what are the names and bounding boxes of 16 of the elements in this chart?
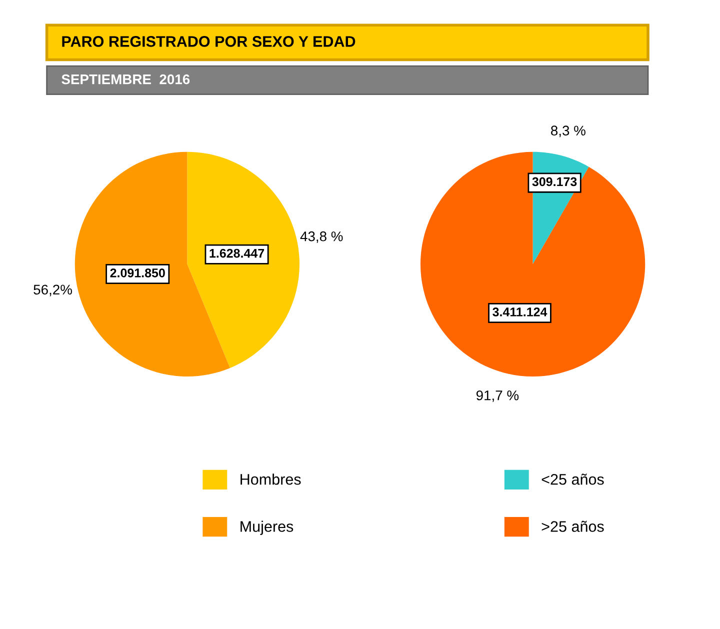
data-label: 3.411.124	[492, 308, 548, 316]
text: 56,2%	[34, 284, 72, 296]
pie-slice	[420, 152, 646, 376]
legend-label: Mujeres	[240, 520, 294, 535]
legend-label: <25 años	[542, 474, 604, 485]
chart-subtitle: SEPTIEMBRE 2016	[62, 74, 190, 84]
chart-title: PARO REGISTRADO POR SEXO Y EDAD	[62, 36, 356, 47]
data-label: 1.628.447	[210, 248, 264, 258]
legend-label: Hombres	[240, 474, 301, 485]
data-label: 309.173	[532, 177, 577, 186]
text: 91,7 %	[476, 390, 519, 402]
data-label: 2.091.850	[110, 268, 165, 278]
pie-slice	[187, 152, 300, 368]
legend-label: >25 años	[542, 520, 604, 532]
text: 8,3 %	[551, 126, 586, 138]
text: 43,8 %	[300, 231, 343, 243]
